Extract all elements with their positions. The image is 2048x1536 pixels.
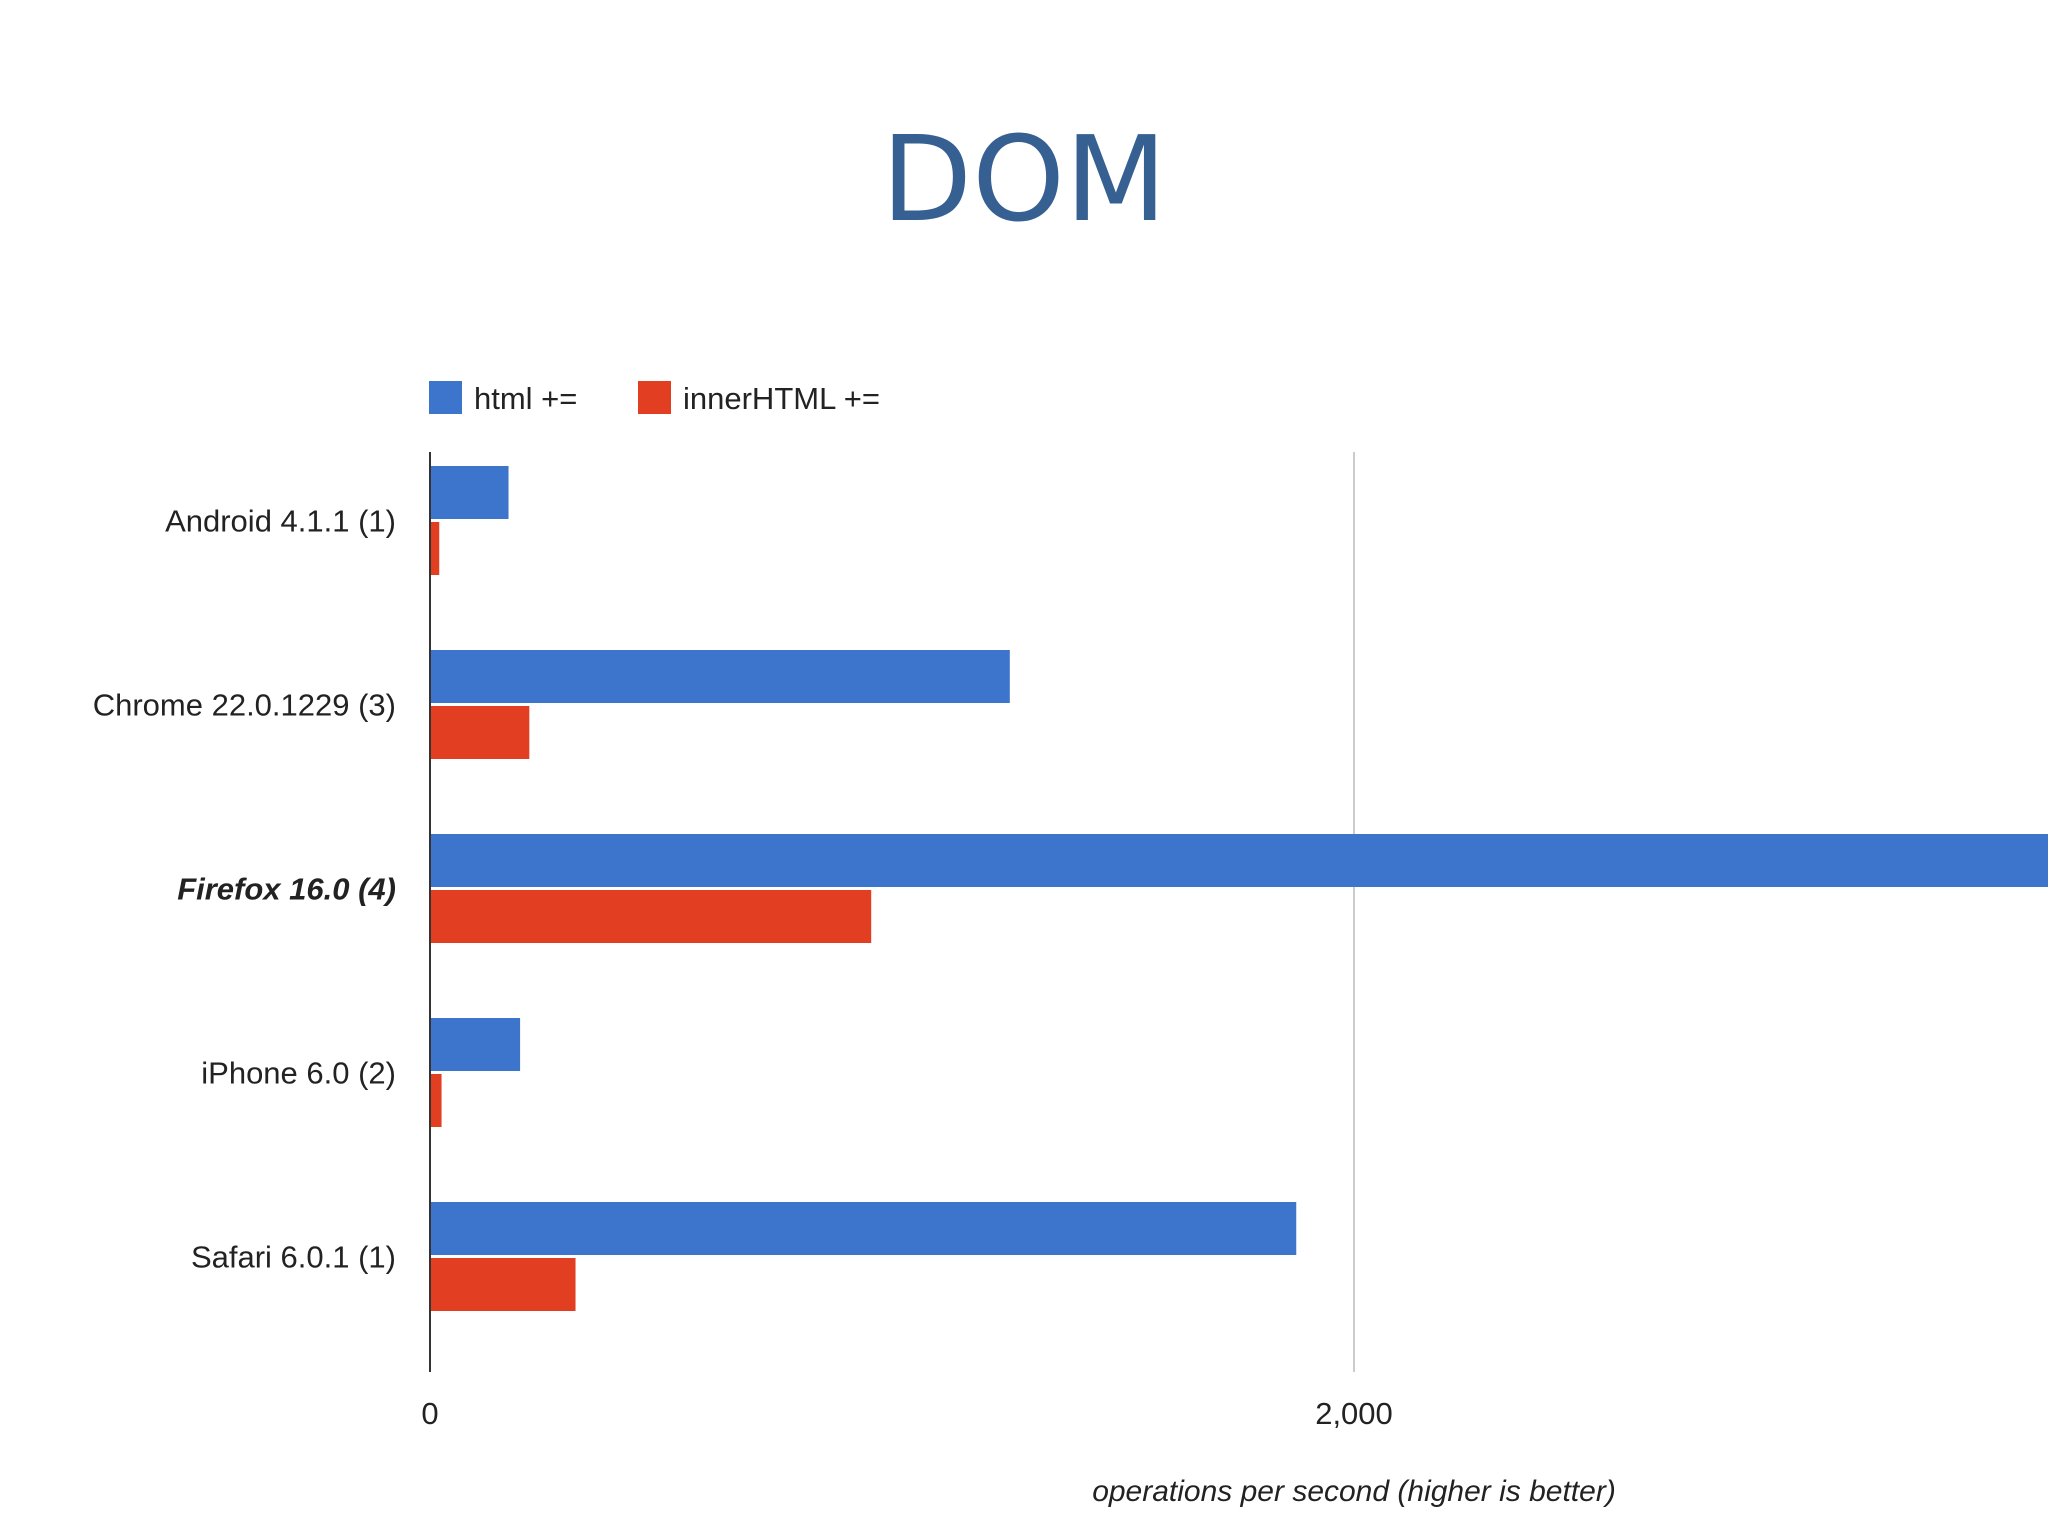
bar-html-1 [430,650,1010,703]
x-tick-label-1: 2,000 [1315,1396,1393,1431]
category-label-4: Safari 6.0.1 (1) [191,1240,396,1275]
legend-swatch-1 [638,381,671,414]
legend-label-0: html += [474,381,577,416]
x-tick-label-0: 0 [421,1396,438,1431]
bar-innerhtml-4 [430,1258,576,1311]
bar-html-4 [430,1202,1297,1255]
bar-innerhtml-2 [430,890,872,943]
legend-swatch-0 [429,381,462,414]
slide-title: DOM [881,110,1167,248]
category-label-1: Chrome 22.0.1229 (3) [93,688,396,723]
bar-innerhtml-3 [430,1074,442,1127]
x-tick-labels: 02,0004,0006,000 [421,1396,1393,1431]
x-axis-label: operations per second (higher is better) [1092,1475,1616,1508]
bar-html-2 [430,834,2048,887]
legend: html += innerHTML += [429,381,880,416]
bars [430,466,2048,1311]
gridlines [1353,452,1355,1372]
bar-innerhtml-0 [430,522,440,575]
category-labels: Android 4.1.1 (1) Chrome 22.0.1229 (3) Fir… [93,504,396,1275]
bar-innerhtml-1 [430,706,530,759]
category-label-0: Android 4.1.1 (1) [165,504,396,539]
legend-label-1: innerHTML += [683,381,880,416]
category-label-2: Firefox 16.0 (4) [177,872,396,907]
bar-html-0 [430,466,509,519]
bar-html-3 [430,1018,521,1071]
category-label-3: iPhone 6.0 (2) [201,1056,396,1091]
